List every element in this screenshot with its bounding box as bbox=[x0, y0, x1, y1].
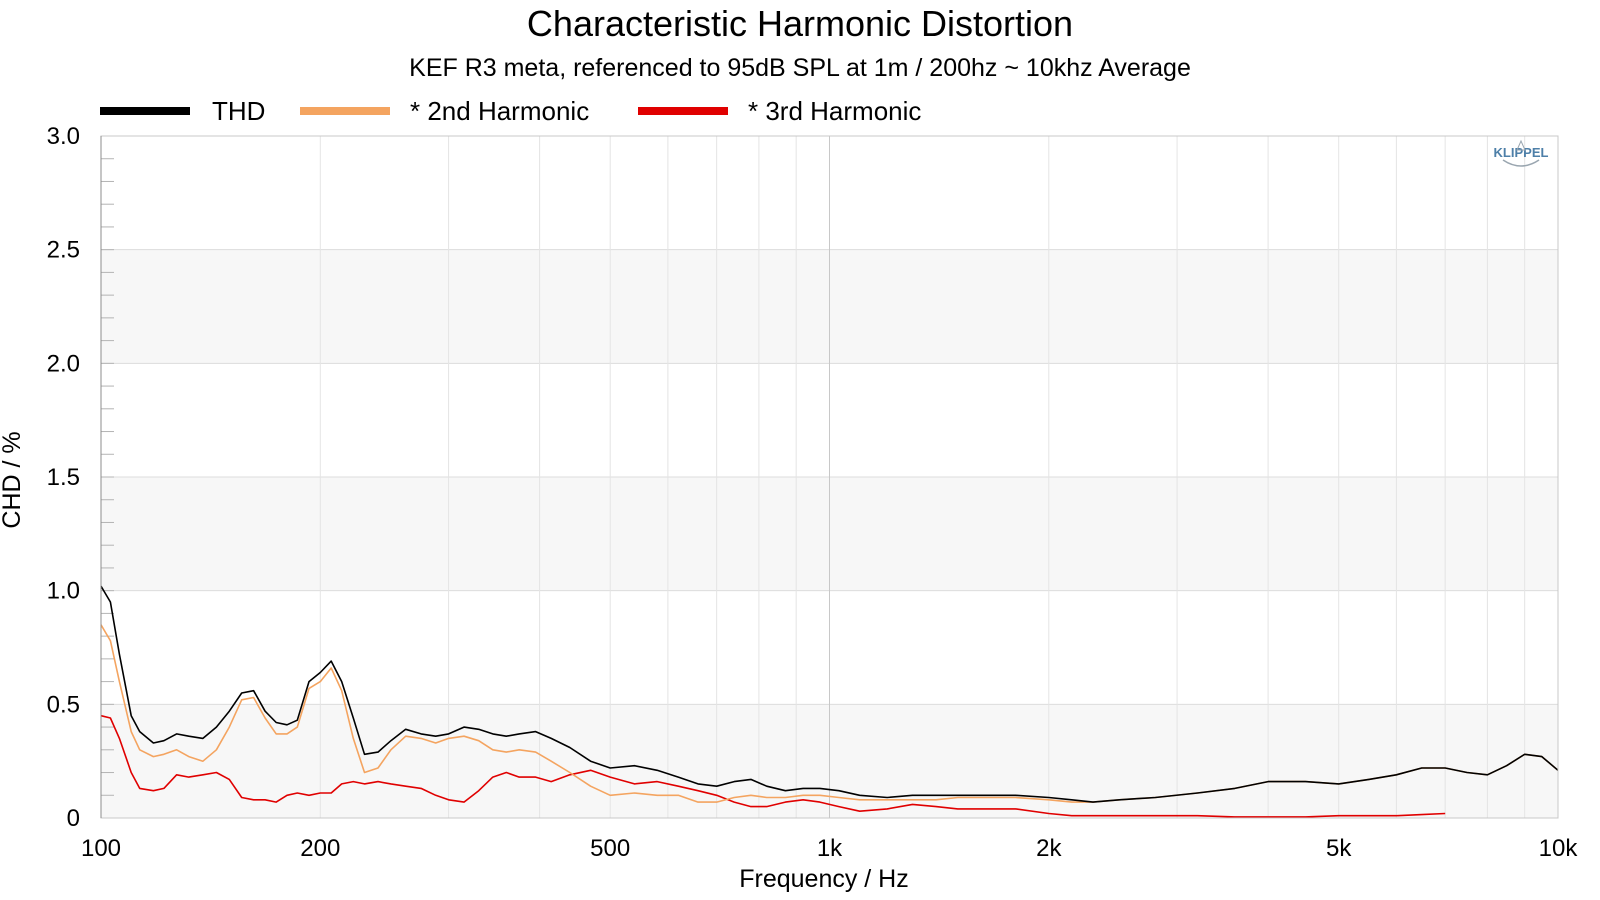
x-tick-label: 2k bbox=[1036, 835, 1062, 862]
legend-label: THD bbox=[212, 96, 265, 126]
klippel-logo-text: KLIPPEL bbox=[1494, 145, 1549, 160]
chart-subtitle: KEF R3 meta, referenced to 95dB SPL at 1… bbox=[409, 54, 1191, 82]
legend: THD * 2nd Harmonic * 3rd Harmonic bbox=[100, 96, 921, 126]
y-tick-label: 2.5 bbox=[47, 237, 80, 264]
y-tick-label: 3.0 bbox=[47, 123, 80, 150]
klippel-logo: KLIPPEL bbox=[1494, 139, 1549, 167]
legend-label: * 2nd Harmonic bbox=[410, 96, 589, 126]
x-axis-label: Frequency / Hz bbox=[739, 865, 909, 893]
x-tick-label: 5k bbox=[1326, 835, 1352, 862]
y-tick-label: 0 bbox=[67, 805, 80, 832]
series-layer bbox=[100, 585, 1559, 818]
series-line bbox=[100, 714, 1446, 818]
y-tick-labels: 0 0.5 1.0 1.5 2.0 2.5 3.0 bbox=[47, 123, 80, 832]
klippel-logo-swoosh bbox=[1502, 159, 1540, 167]
minor-ticks bbox=[101, 135, 114, 819]
klippel-logo-mark bbox=[1516, 139, 1526, 151]
x-tick-label: 500 bbox=[590, 835, 630, 862]
legend-label: * 3rd Harmonic bbox=[748, 96, 921, 126]
y-tick-label: 1.5 bbox=[47, 464, 80, 491]
x-tick-label: 10k bbox=[1539, 835, 1579, 862]
series-line bbox=[100, 585, 1559, 803]
y-tick-label: 0.5 bbox=[47, 691, 80, 718]
x-tick-labels: 100 200 500 1k 2k 5k 10k bbox=[81, 835, 1578, 862]
x-tick-label: 200 bbox=[300, 835, 340, 862]
x-tick-label: 100 bbox=[81, 835, 121, 862]
x-tick-label: 1k bbox=[817, 835, 843, 862]
chart-title: Characteristic Harmonic Distortion bbox=[527, 3, 1073, 44]
y-axis-label: CHD / % bbox=[0, 431, 26, 528]
y-tick-label: 1.0 bbox=[47, 578, 80, 605]
y-tick-label: 2.0 bbox=[47, 350, 80, 377]
plot-frame bbox=[100, 135, 1559, 819]
